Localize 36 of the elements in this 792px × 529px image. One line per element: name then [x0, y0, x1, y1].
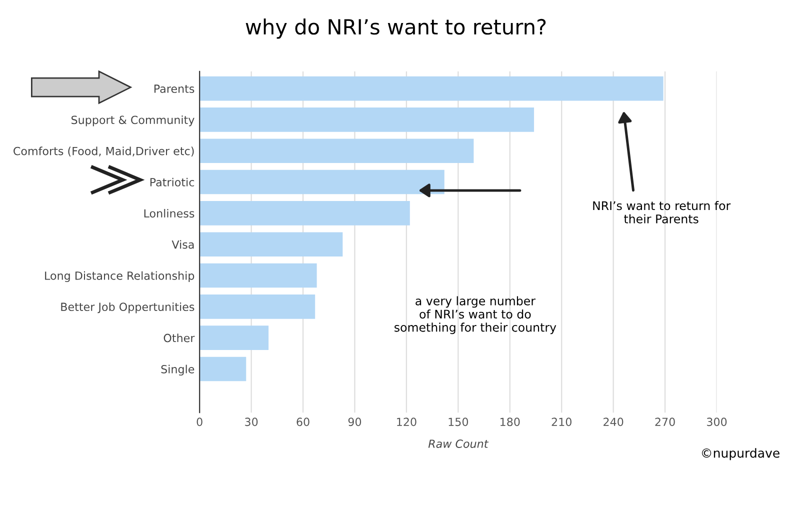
bar [200, 356, 246, 382]
bar [200, 201, 410, 226]
y-tick-label: Support & Community [71, 115, 194, 126]
y-tick-label: Parents [154, 84, 194, 93]
y-tick-label: Comforts (Food, Maid,Driver etc) [14, 146, 194, 157]
x-tick-label: 0 [196, 418, 202, 426]
x-tick-label: 210 [552, 418, 572, 426]
bar [200, 138, 474, 164]
x-tick-label: 60 [296, 418, 310, 426]
annotation: a very large number of NRI’s want to do something for their country [394, 296, 556, 334]
y-tick-label: Patriotic [150, 178, 194, 186]
x-tick-label: 30 [245, 418, 258, 426]
bar [200, 263, 317, 288]
x-tick-label: 270 [655, 418, 675, 426]
x-axis-title: Raw Count [428, 440, 489, 448]
annotation: NRI’s want to return for their Parents [593, 201, 731, 224]
bar [200, 170, 444, 194]
y-tick-label: Lonliness [144, 208, 194, 218]
x-tick-label: 300 [707, 418, 727, 426]
x-tick-label: 90 [348, 418, 362, 426]
x-tick-label: 120 [397, 418, 416, 426]
bar [200, 76, 664, 101]
y-tick-label: Single [161, 364, 194, 376]
y-tick-label: Long Distance Relationship [45, 271, 194, 282]
text: ©nupurdave [702, 448, 780, 460]
y-tick-label: Visa [172, 240, 194, 249]
bar [200, 108, 534, 132]
bar [200, 294, 316, 319]
chart-title: why do NRI’s want to return? [246, 18, 546, 39]
y-tick-label: Other [164, 334, 195, 342]
x-tick-label: 180 [500, 418, 520, 426]
x-tick-label: 240 [604, 418, 624, 426]
bar [200, 326, 269, 350]
bar [200, 232, 343, 257]
y-tick-label: Better Job Oppertunities [61, 302, 194, 314]
x-tick-label: 150 [448, 418, 468, 426]
